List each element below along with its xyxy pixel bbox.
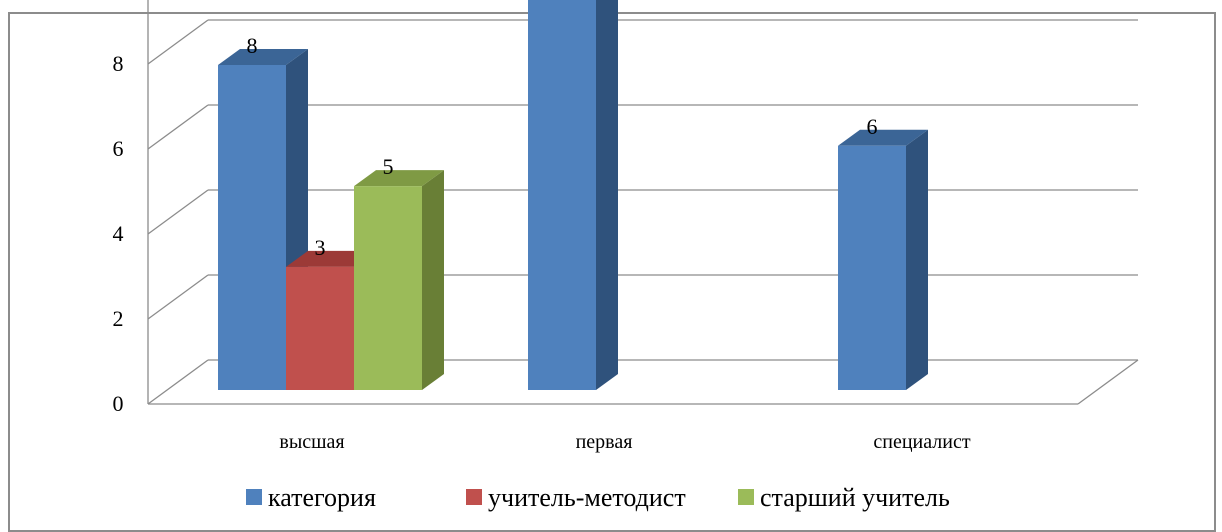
y-tick-label: 0 (113, 391, 124, 416)
bar-front (218, 65, 286, 390)
y-tick-label: 8 (113, 51, 124, 76)
bar-chart-3d: 024681012811635высшаяперваяспециалисткат… (113, 0, 1139, 512)
legend-item: старший учитель (738, 483, 950, 512)
gridline-side (147, 19, 209, 65)
y-tick-label: 2 (113, 306, 124, 331)
gridline-side (147, 274, 209, 320)
category-label: специалист (873, 431, 970, 453)
y-tick-label: 6 (113, 136, 124, 161)
bar-front (286, 266, 354, 390)
legend-item: учитель-методист (466, 483, 686, 512)
y-tick-label: 4 (113, 221, 124, 246)
bar-top (218, 49, 308, 65)
legend-item: категория (246, 483, 376, 512)
bar-top (354, 170, 444, 187)
legend-label: учитель-методист (488, 483, 686, 512)
floor-edge (1077, 359, 1139, 405)
bar-side (596, 0, 618, 390)
bar-side (422, 170, 444, 390)
gridline-side (147, 359, 209, 405)
gridline-side (147, 189, 209, 235)
category-label: первая (576, 431, 633, 453)
bar-side (906, 129, 928, 390)
legend-label: старший учитель (760, 483, 950, 512)
bar (354, 170, 444, 390)
category-label: высшая (279, 431, 344, 453)
data-label: 8 (247, 33, 258, 58)
gridline-side (147, 104, 209, 150)
legend-swatch (738, 489, 754, 505)
bar-top (838, 129, 928, 146)
legend-swatch (466, 489, 482, 505)
bar (528, 0, 618, 390)
legend-label: категория (268, 483, 376, 512)
data-label: 6 (867, 114, 878, 139)
bar-front (838, 145, 906, 390)
bar-front (528, 0, 596, 390)
bar-top (286, 250, 376, 267)
bar (838, 129, 928, 390)
data-label: 5 (383, 154, 394, 179)
bar-front (354, 186, 422, 390)
data-label: 3 (315, 235, 326, 260)
legend-swatch (246, 489, 262, 505)
